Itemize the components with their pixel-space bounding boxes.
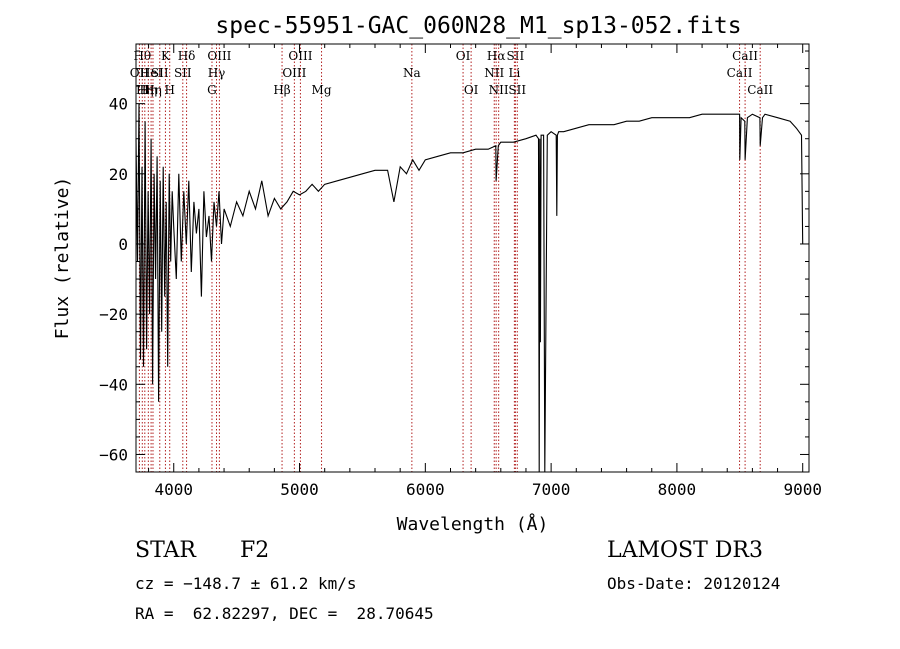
chart-title: spec-55951-GAC_060N28_M1_sp13-052.fits [215, 13, 741, 39]
observation-date: Obs-Date: 20120124 [607, 574, 781, 593]
x-tick-label-4: 8000 [658, 480, 697, 499]
object-subclass: F2 [240, 538, 270, 563]
x-tick-label-5: 9000 [783, 480, 822, 499]
coordinates: RA = 62.82297, DEC = 28.70645 [135, 604, 434, 623]
x-tick-label-1: 5000 [280, 480, 319, 499]
spectral-line-label-7: K [161, 49, 171, 63]
spectral-line-label-17: Mg [312, 83, 332, 97]
y-axis-label: Flux (relative) [52, 177, 73, 340]
spectral-line-label-4: HeI [140, 66, 163, 80]
spectral-line-label-27: CaII [727, 66, 753, 80]
spectral-line-label-29: CaII [747, 83, 773, 97]
spectral-line-label-28: CaII [732, 49, 758, 63]
spectral-line-label-8: H [164, 83, 174, 97]
y-tick-label-2: −20 [99, 305, 128, 324]
spectral-line-label-24: Li [508, 66, 520, 80]
spectral-line-label-20: OI [464, 83, 479, 97]
spectral-line-label-22: Hα [487, 49, 506, 63]
spectral-line-label-6: SII [151, 66, 169, 80]
x-tick-label-0: 4000 [154, 480, 193, 499]
spectral-line-label-12: Hγ [208, 66, 226, 80]
x-tick-label-3: 7000 [532, 480, 571, 499]
spectral-line-label-23: NII [489, 83, 509, 97]
y-tick-label-3: 0 [118, 235, 128, 254]
plot-frame [135, 43, 810, 473]
y-tick-label-1: −40 [99, 375, 128, 394]
y-tick-label-4: 20 [109, 165, 128, 184]
x-axis-label: Wavelength (Å) [397, 513, 549, 535]
spectrum-line [135, 103, 804, 473]
x-tick-label-2: 6000 [406, 480, 445, 499]
survey-name: LAMOST DR3 [607, 538, 763, 563]
spectral-line-label-15: OIII [282, 66, 306, 80]
spectral-line-label-10: SII [174, 66, 192, 80]
spectral-line-label-14: Hβ [273, 83, 290, 97]
spectral-line-label-18: Na [403, 66, 421, 80]
spectral-line-label-19: OI [456, 49, 471, 63]
spectral-line-label-13: OIII [207, 49, 231, 63]
spectral-line-label-9: Hδ [178, 49, 196, 63]
spectral-line-label-25: SII [507, 49, 525, 63]
spectral-line-label-1: Hθ [133, 49, 151, 63]
object-type: STAR [135, 538, 196, 563]
redshift-velocity: cz = −148.7 ± 61.2 km/s [135, 574, 357, 593]
spectral-line-label-26: SII [508, 83, 526, 97]
spectral-line-label-5: Hη [144, 83, 162, 97]
spectral-line-label-21: NII [484, 66, 504, 80]
spectral-line-label-2: Hη [136, 83, 154, 97]
y-tick-label-0: −60 [99, 445, 128, 464]
spectral-line-label-11: G [207, 83, 217, 97]
y-tick-label-5: 40 [109, 95, 128, 114]
spectral-line-label-16: OIII [288, 49, 312, 63]
